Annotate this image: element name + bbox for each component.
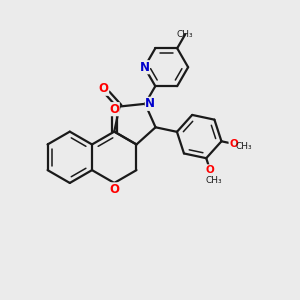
Text: O: O [109,103,119,116]
Text: CH₃: CH₃ [236,142,253,151]
Text: O: O [109,183,119,196]
Text: N: N [140,61,149,74]
Text: O: O [206,165,214,175]
Text: CH₃: CH₃ [177,30,194,39]
Text: N: N [146,97,155,110]
Text: CH₃: CH₃ [205,176,222,185]
Text: O: O [99,82,109,95]
Text: O: O [229,139,238,149]
